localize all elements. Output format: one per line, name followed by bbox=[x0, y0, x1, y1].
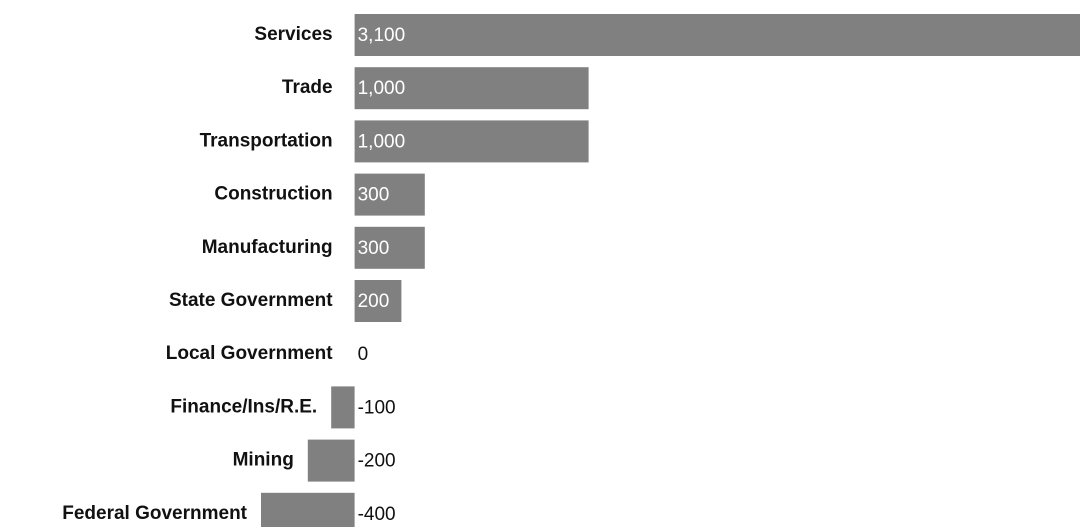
bar bbox=[354, 173, 425, 216]
value-label: 300 bbox=[358, 238, 390, 259]
category-label: Transportation bbox=[200, 130, 333, 151]
value-label: -200 bbox=[358, 451, 396, 472]
value-label: 200 bbox=[358, 291, 390, 312]
bar bbox=[261, 492, 355, 527]
category-label: State Government bbox=[169, 290, 333, 311]
category-label: Mining bbox=[233, 450, 294, 471]
category-label: Services bbox=[254, 24, 332, 45]
value-label: 0 bbox=[358, 344, 369, 365]
bar bbox=[354, 67, 589, 110]
category-label: Finance/Ins/R.E. bbox=[170, 396, 317, 417]
category-label: Manufacturing bbox=[202, 237, 333, 258]
value-label: 300 bbox=[358, 185, 390, 206]
category-label: Construction bbox=[214, 184, 332, 205]
value-label: -100 bbox=[358, 397, 396, 418]
bar bbox=[354, 226, 425, 269]
bar bbox=[354, 14, 1080, 56]
bar bbox=[307, 439, 355, 482]
category-label: Local Government bbox=[166, 343, 333, 364]
value-label: 1,000 bbox=[358, 131, 406, 152]
value-label: 1,000 bbox=[358, 78, 406, 99]
value-label: -400 bbox=[358, 504, 396, 525]
bar bbox=[331, 386, 355, 429]
bar bbox=[354, 280, 402, 322]
category-label: Trade bbox=[282, 77, 333, 98]
bar bbox=[354, 120, 589, 163]
value-label: 3,100 bbox=[358, 25, 406, 46]
category-label: Federal Government bbox=[62, 503, 247, 524]
